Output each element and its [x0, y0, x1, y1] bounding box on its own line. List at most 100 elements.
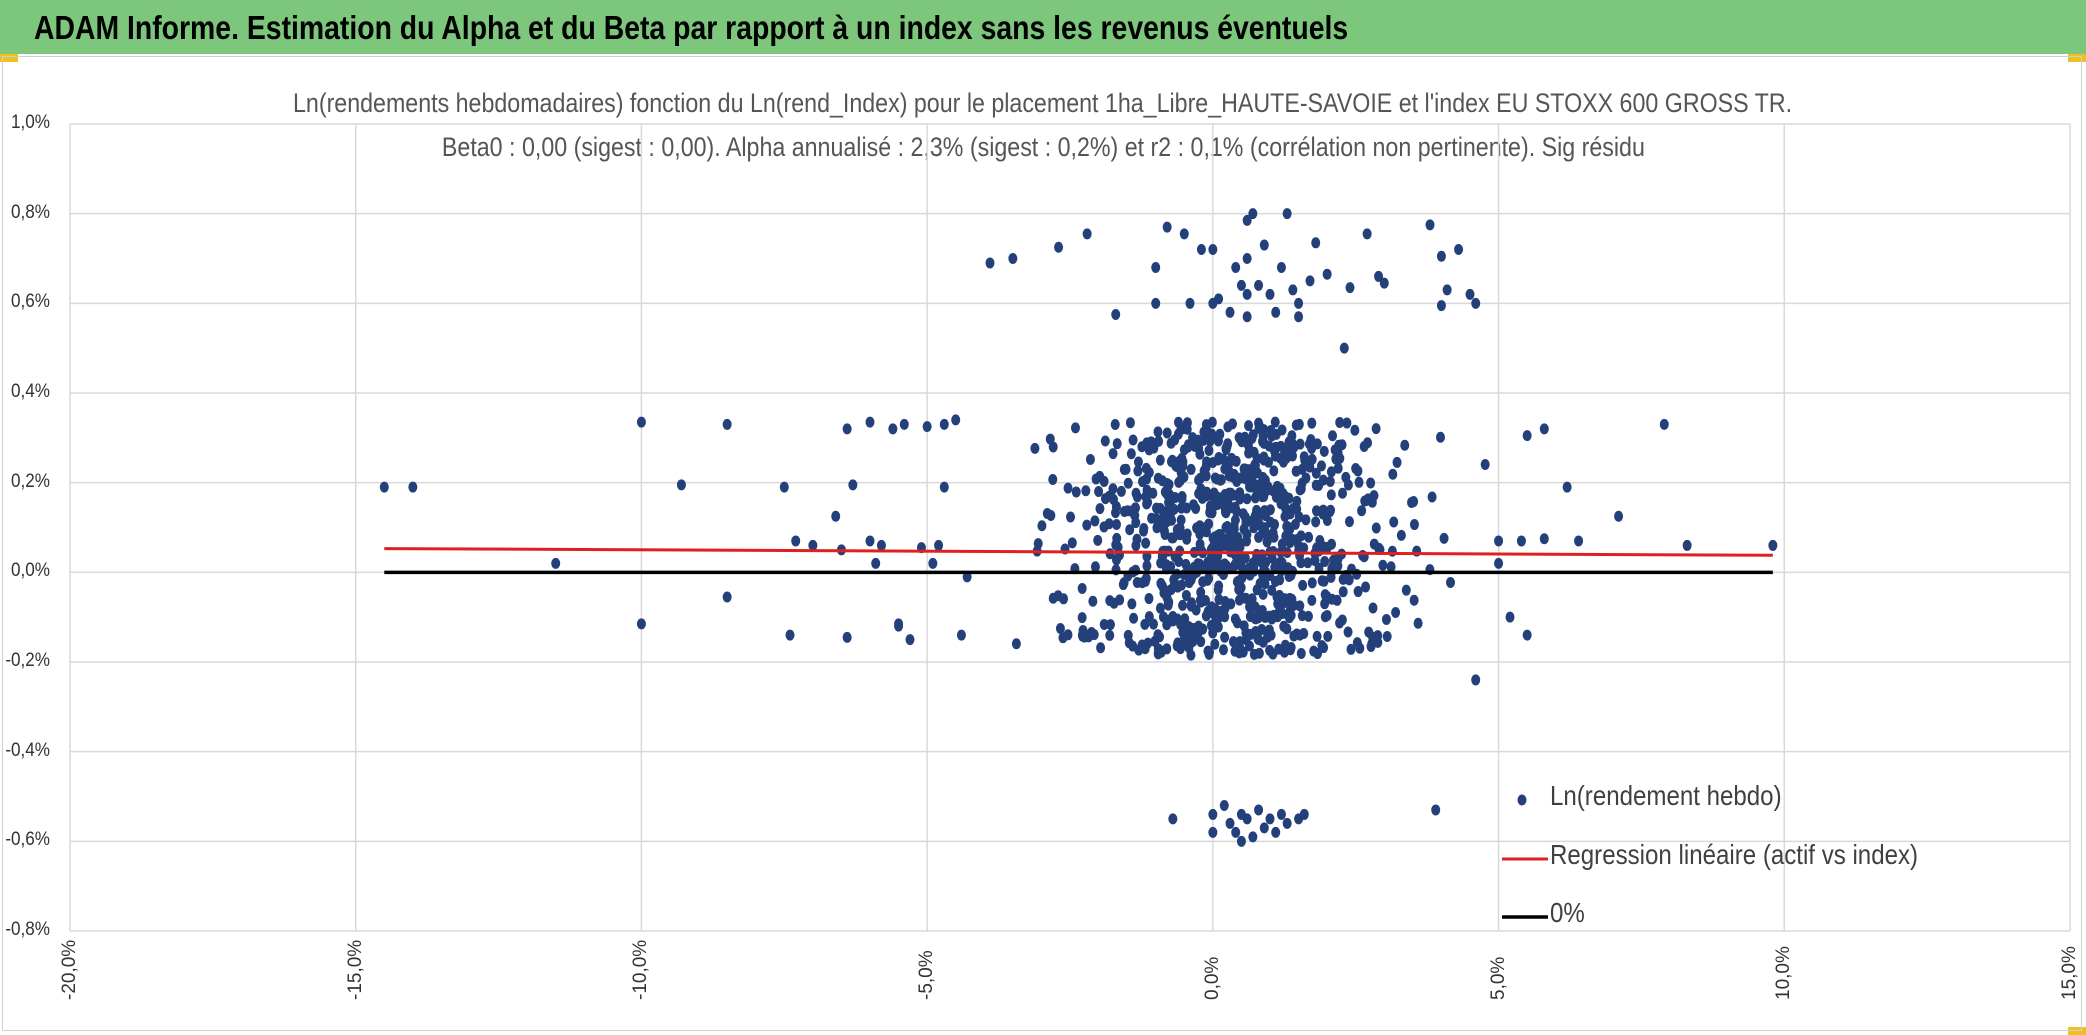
data-point	[1454, 244, 1464, 256]
data-point	[1168, 532, 1178, 544]
data-point	[1225, 306, 1235, 318]
data-point	[1494, 557, 1504, 569]
data-point	[1373, 630, 1383, 642]
data-point	[1409, 519, 1419, 531]
data-point	[1181, 589, 1191, 601]
corner-marker	[0, 54, 18, 62]
data-point	[1222, 521, 1232, 533]
data-point	[1242, 253, 1252, 264]
data-point	[1078, 630, 1088, 642]
data-point	[1320, 555, 1330, 567]
data-point	[676, 479, 686, 491]
data-point	[1400, 439, 1410, 451]
data-point	[1153, 426, 1163, 438]
data-point	[1259, 239, 1269, 251]
data-point	[1123, 505, 1133, 517]
data-point	[1158, 611, 1168, 623]
data-point	[1108, 493, 1118, 505]
data-point	[1184, 621, 1194, 633]
data-point	[1155, 454, 1165, 466]
data-point	[1257, 624, 1267, 636]
data-point	[1228, 489, 1238, 501]
data-point	[1244, 420, 1254, 432]
data-point	[1140, 575, 1150, 587]
regression-line	[384, 547, 1773, 557]
data-point	[1343, 626, 1353, 638]
data-point	[1379, 277, 1389, 289]
data-point	[1129, 612, 1139, 624]
data-point	[1234, 584, 1244, 596]
data-point	[1311, 516, 1321, 528]
data-point	[1614, 510, 1624, 522]
data-point	[1133, 456, 1143, 468]
data-point	[1388, 468, 1398, 480]
data-point	[842, 631, 852, 643]
data-point	[1326, 466, 1336, 478]
data-point	[1436, 300, 1446, 312]
data-point	[1230, 514, 1240, 526]
data-point	[1137, 639, 1147, 651]
data-point	[1112, 438, 1122, 450]
data-point	[1234, 594, 1244, 606]
data-point	[1033, 538, 1043, 550]
data-point	[1323, 630, 1333, 642]
data-point	[1155, 602, 1165, 614]
data-point	[1305, 275, 1315, 287]
data-point	[1319, 642, 1329, 654]
data-point	[1275, 556, 1285, 568]
data-point	[1362, 228, 1372, 240]
data-point	[1318, 508, 1328, 520]
data-point	[1221, 560, 1231, 572]
data-point	[1162, 221, 1172, 233]
data-point	[1333, 462, 1343, 474]
data-point	[1179, 444, 1189, 456]
data-point	[1248, 831, 1258, 843]
data-point	[1539, 423, 1549, 435]
data-point	[1338, 586, 1348, 598]
data-point	[1182, 502, 1192, 514]
data-point	[1149, 438, 1159, 450]
data-point	[1296, 530, 1306, 542]
data-point	[1215, 528, 1225, 540]
data-point	[1326, 489, 1336, 501]
data-point	[1294, 418, 1304, 430]
data-point	[1361, 581, 1371, 593]
data-point	[1104, 518, 1114, 530]
data-point	[1307, 453, 1317, 465]
data-point	[1319, 445, 1329, 457]
corner-marker	[2068, 1027, 2086, 1035]
data-point	[951, 414, 961, 426]
data-point	[1221, 442, 1231, 454]
data-point	[1357, 505, 1367, 517]
data-point	[1147, 512, 1157, 524]
data-point	[1220, 506, 1230, 518]
data-point	[842, 423, 852, 435]
data-point	[1539, 533, 1549, 545]
data-point	[1363, 437, 1373, 449]
data-point	[1366, 477, 1376, 489]
data-point	[1208, 244, 1218, 256]
data-point	[551, 557, 561, 569]
data-point	[1100, 435, 1110, 447]
data-point	[1436, 250, 1446, 262]
data-point	[1314, 545, 1324, 557]
data-point	[1283, 521, 1293, 533]
data-point	[1226, 598, 1236, 610]
data-point	[1244, 464, 1254, 476]
data-point	[1265, 288, 1275, 300]
data-point	[1371, 522, 1381, 534]
data-point	[1391, 606, 1401, 618]
data-point	[1054, 241, 1064, 253]
chart-frame	[2, 56, 2082, 1031]
data-point	[1141, 462, 1151, 474]
data-point	[1178, 599, 1188, 611]
data-point	[1358, 549, 1368, 561]
data-point	[1435, 431, 1445, 443]
data-point	[1286, 602, 1295, 614]
data-point	[1425, 219, 1435, 231]
data-point	[865, 535, 875, 547]
data-point	[1208, 826, 1218, 838]
data-point	[1125, 417, 1135, 429]
data-point	[1105, 595, 1115, 607]
data-point	[1048, 592, 1058, 604]
